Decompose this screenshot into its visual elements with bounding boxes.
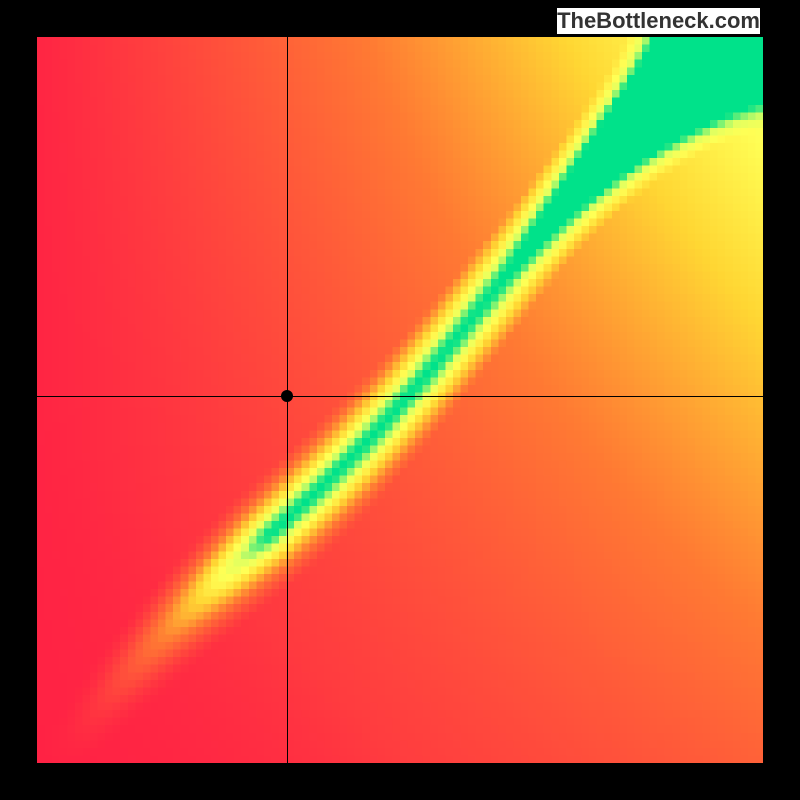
data-point-marker xyxy=(281,390,293,402)
watermark-text: TheBottleneck.com xyxy=(557,8,760,34)
crosshair-horizontal xyxy=(37,396,763,397)
chart-container: TheBottleneck.com xyxy=(0,0,800,800)
heatmap-canvas xyxy=(37,37,763,763)
